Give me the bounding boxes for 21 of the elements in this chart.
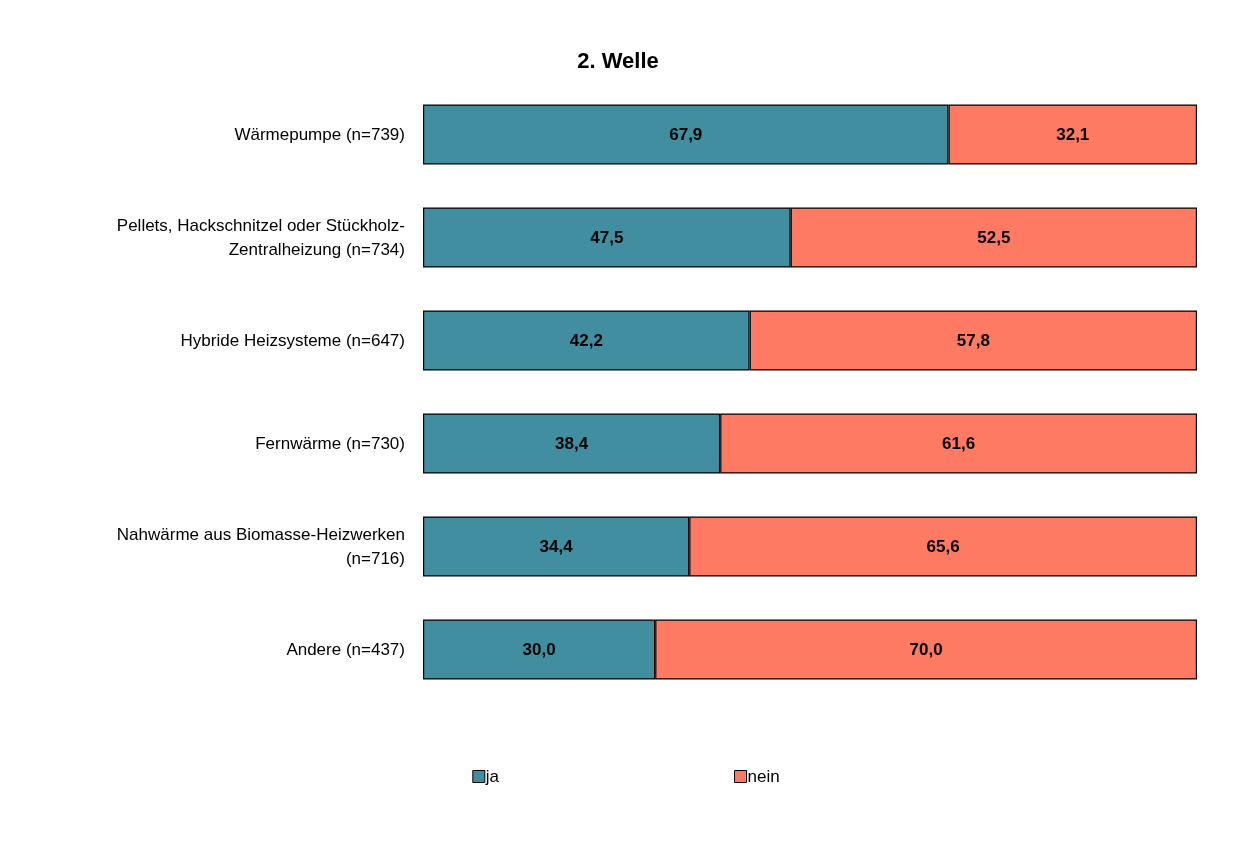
data-label: 52,5 [977, 228, 1011, 247]
legend-label: ja [484, 767, 500, 786]
data-label: 65,6 [926, 537, 960, 556]
data-label: 34,4 [539, 537, 574, 556]
data-label: 42,2 [569, 331, 603, 350]
data-label: 61,6 [942, 434, 976, 453]
legend-label: nein [747, 767, 780, 786]
data-label: 70,0 [909, 640, 943, 659]
y-tick-label: Fernwärme (n=730) [255, 434, 405, 453]
y-tick-label: Nahwärme aus Biomasse-Heizwerken (n=716) [116, 525, 405, 568]
data-label: 30,0 [522, 640, 556, 659]
y-tick-label: Wärmepumpe (n=739) [234, 125, 405, 144]
chart-title: 2. Welle [577, 47, 659, 73]
data-label: 38,4 [555, 434, 589, 453]
data-label: 47,5 [590, 228, 624, 247]
data-label: 67,9 [669, 125, 703, 144]
y-tick-label: Pellets, Hackschnitzel oder Stückholz-Zentralheizung (n=734) [116, 216, 405, 259]
data-label: 32,1 [1056, 125, 1090, 144]
y-tick-label: Andere (n=437) [286, 640, 405, 659]
y-tick-label: Hybride Heizsysteme (n=647) [180, 331, 405, 350]
data-label: 57,8 [956, 331, 990, 350]
